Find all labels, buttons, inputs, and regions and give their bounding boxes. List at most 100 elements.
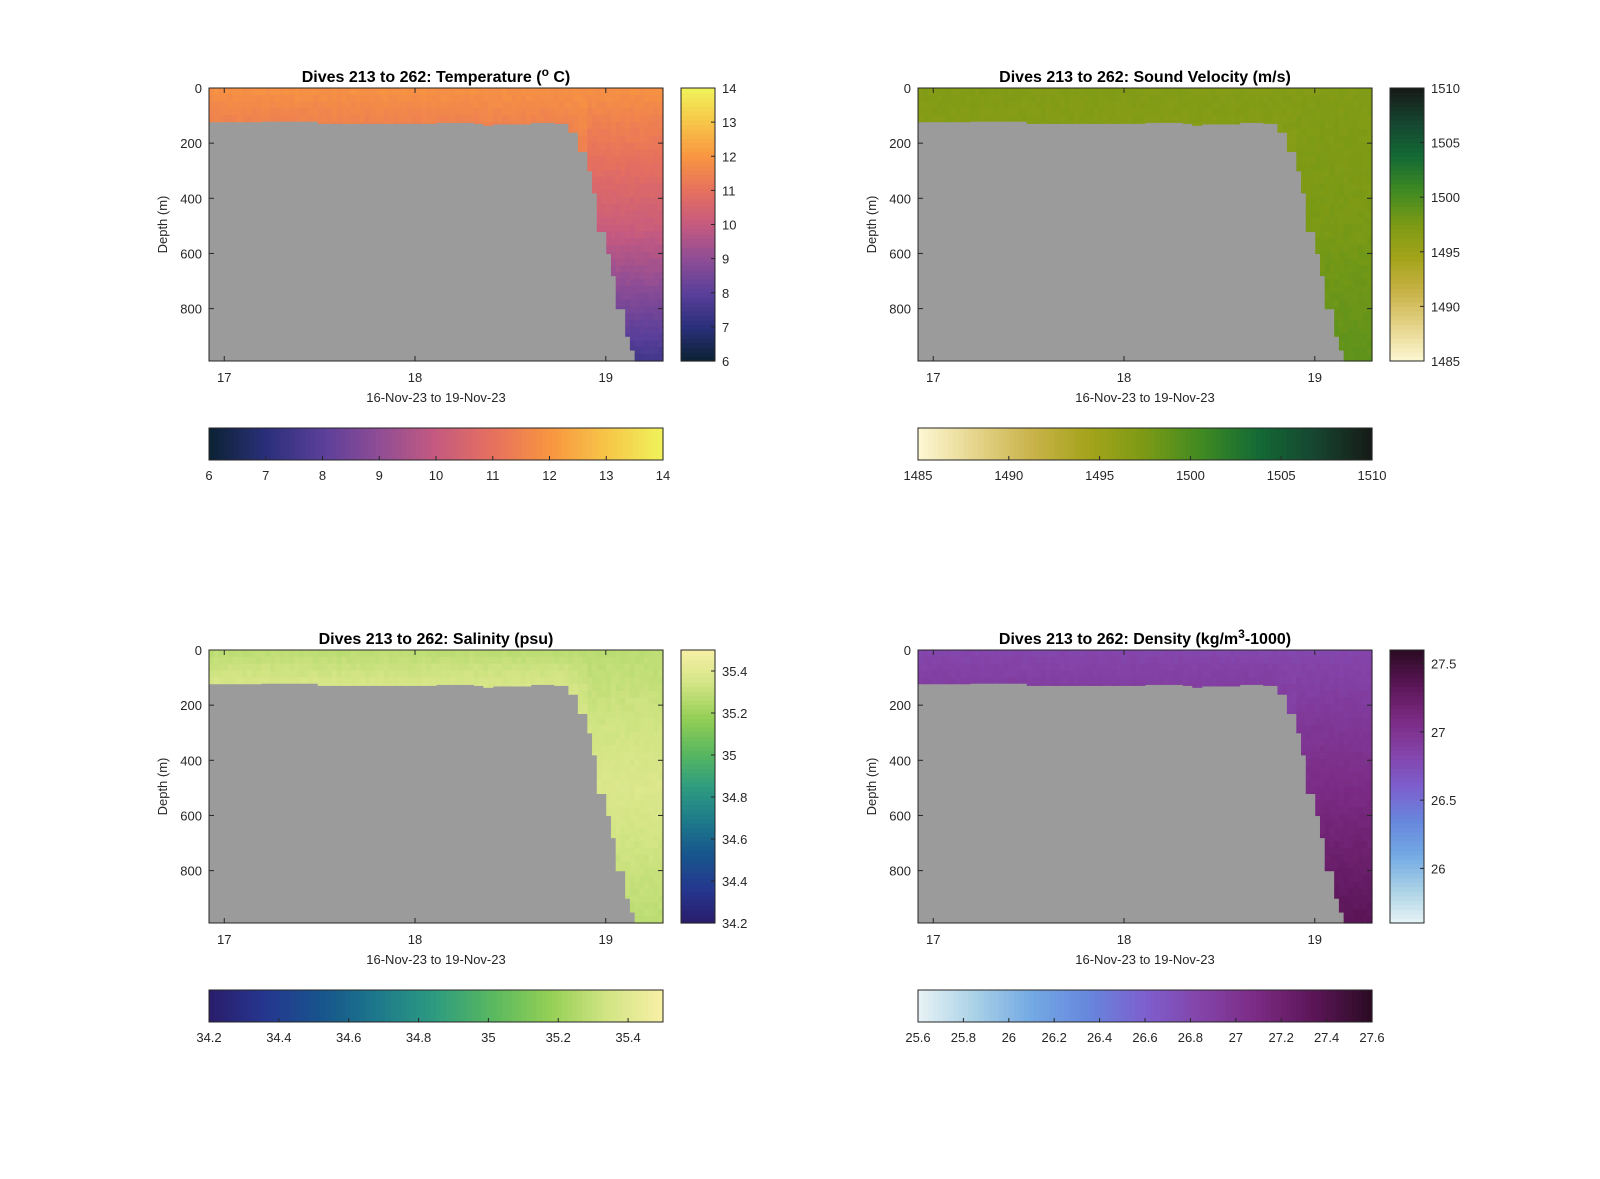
heatmap-cell bbox=[1286, 142, 1293, 151]
heatmap-cell bbox=[1301, 108, 1307, 116]
heatmap-cell bbox=[610, 677, 617, 685]
heatmap-cell bbox=[1362, 108, 1368, 116]
heatmap-cell bbox=[1315, 663, 1321, 672]
colorbar-swatch bbox=[642, 990, 649, 1022]
colorbar-swatch bbox=[420, 990, 427, 1022]
colorbar-swatch bbox=[325, 428, 331, 460]
colorbar-swatch bbox=[1390, 832, 1424, 838]
heatmap-cell bbox=[393, 650, 399, 658]
heatmap-cell bbox=[544, 656, 551, 665]
heatmap-cell bbox=[1296, 650, 1302, 658]
heatmap-cell bbox=[1357, 244, 1364, 253]
heatmap-cell bbox=[1277, 656, 1283, 665]
heatmap-cell bbox=[615, 813, 622, 822]
heatmap-cell bbox=[648, 745, 655, 753]
heatmap-cell bbox=[936, 101, 943, 110]
heatmap-cell bbox=[653, 210, 659, 219]
heatmap-cell bbox=[218, 677, 224, 685]
colorbar-swatch bbox=[998, 428, 1005, 460]
heatmap-cell bbox=[459, 684, 465, 685]
heatmap-cell bbox=[1348, 326, 1354, 335]
heatmap-cell bbox=[634, 217, 640, 226]
colorbar-swatch bbox=[365, 990, 372, 1022]
heatmap-cell bbox=[1362, 279, 1368, 287]
heatmap-cell bbox=[596, 731, 603, 740]
heatmap-cell bbox=[1319, 800, 1326, 808]
colorbar-swatch bbox=[1351, 428, 1358, 460]
heatmap-cell bbox=[629, 204, 636, 212]
heatmap-cell bbox=[440, 670, 447, 678]
colorbar-swatch bbox=[1079, 990, 1086, 1022]
heatmap-cell bbox=[279, 115, 286, 122]
heatmap-cell bbox=[979, 108, 985, 116]
heatmap-cell bbox=[1286, 704, 1293, 713]
heatmap-cell bbox=[525, 115, 532, 123]
heatmap-cell bbox=[1069, 108, 1075, 116]
heatmap-cell bbox=[426, 88, 432, 96]
heatmap-cell bbox=[1353, 204, 1359, 212]
heatmap-cell bbox=[209, 88, 215, 96]
heatmap-cell bbox=[1367, 258, 1373, 267]
colorbar-swatch bbox=[681, 242, 715, 248]
colorbar-tick-label: 26.4 bbox=[1087, 1030, 1112, 1045]
heatmap-cell bbox=[1319, 204, 1326, 212]
heatmap-cell bbox=[606, 731, 612, 740]
heatmap-cell bbox=[379, 663, 385, 672]
heatmap-cell bbox=[620, 759, 626, 767]
heatmap-cell bbox=[558, 663, 565, 672]
heatmap-cell bbox=[331, 656, 338, 665]
colorbar-swatch bbox=[1356, 428, 1363, 460]
colorbar-swatch bbox=[681, 781, 715, 788]
heatmap-cell bbox=[658, 163, 664, 171]
colorbar-swatch bbox=[1390, 142, 1424, 148]
heatmap-cell bbox=[1182, 94, 1189, 103]
colorbar-swatch bbox=[390, 990, 397, 1022]
heatmap-cell bbox=[218, 115, 224, 123]
heatmap-cell bbox=[256, 677, 262, 685]
heatmap-cell bbox=[223, 101, 229, 110]
heatmap-cell bbox=[946, 650, 952, 658]
heatmap-cell bbox=[346, 88, 352, 96]
heatmap-cell bbox=[497, 663, 503, 672]
heatmap-cell bbox=[1362, 745, 1368, 753]
heatmap-cell bbox=[1220, 656, 1226, 665]
heatmap-cell bbox=[639, 861, 645, 869]
heatmap-cell bbox=[1012, 115, 1018, 122]
heatmap-cell bbox=[218, 88, 224, 96]
heatmap-cell bbox=[601, 656, 607, 665]
colorbar-swatch bbox=[948, 428, 954, 460]
colorbar-swatch bbox=[681, 329, 715, 335]
heatmap-cell bbox=[516, 663, 522, 672]
heatmap-cell bbox=[658, 340, 664, 348]
heatmap-cell bbox=[606, 800, 612, 808]
heatmap-cell bbox=[317, 94, 324, 103]
heatmap-cell bbox=[974, 94, 981, 103]
heatmap-cell bbox=[478, 663, 484, 672]
heatmap-cell bbox=[1353, 88, 1359, 96]
heatmap-cell bbox=[1097, 677, 1104, 685]
heatmap-cell bbox=[1343, 690, 1349, 699]
heatmap-cell bbox=[601, 88, 607, 96]
heatmap-cell bbox=[1338, 875, 1345, 883]
heatmap-cell bbox=[1338, 711, 1345, 719]
heatmap-cell bbox=[1130, 88, 1137, 96]
heatmap-cell bbox=[1329, 197, 1335, 205]
heatmap-cell bbox=[587, 731, 593, 734]
heatmap-cell bbox=[639, 197, 645, 205]
heatmap-cell bbox=[955, 670, 962, 678]
heatmap-cell bbox=[639, 813, 645, 822]
heatmap-cell bbox=[1225, 650, 1231, 658]
heatmap-cell bbox=[629, 656, 636, 665]
colorbar-swatch bbox=[1245, 990, 1252, 1022]
heatmap-cell bbox=[1334, 108, 1340, 116]
heatmap-cell bbox=[639, 786, 645, 794]
heatmap-cell bbox=[1045, 94, 1052, 103]
heatmap-cell bbox=[530, 88, 536, 96]
heatmap-cell bbox=[955, 108, 962, 116]
colorbar-swatch bbox=[681, 179, 715, 185]
heatmap-cell bbox=[1036, 684, 1042, 686]
heatmap-cell bbox=[1338, 115, 1345, 123]
heatmap-cell bbox=[1301, 684, 1307, 692]
heatmap-cell bbox=[634, 684, 640, 692]
